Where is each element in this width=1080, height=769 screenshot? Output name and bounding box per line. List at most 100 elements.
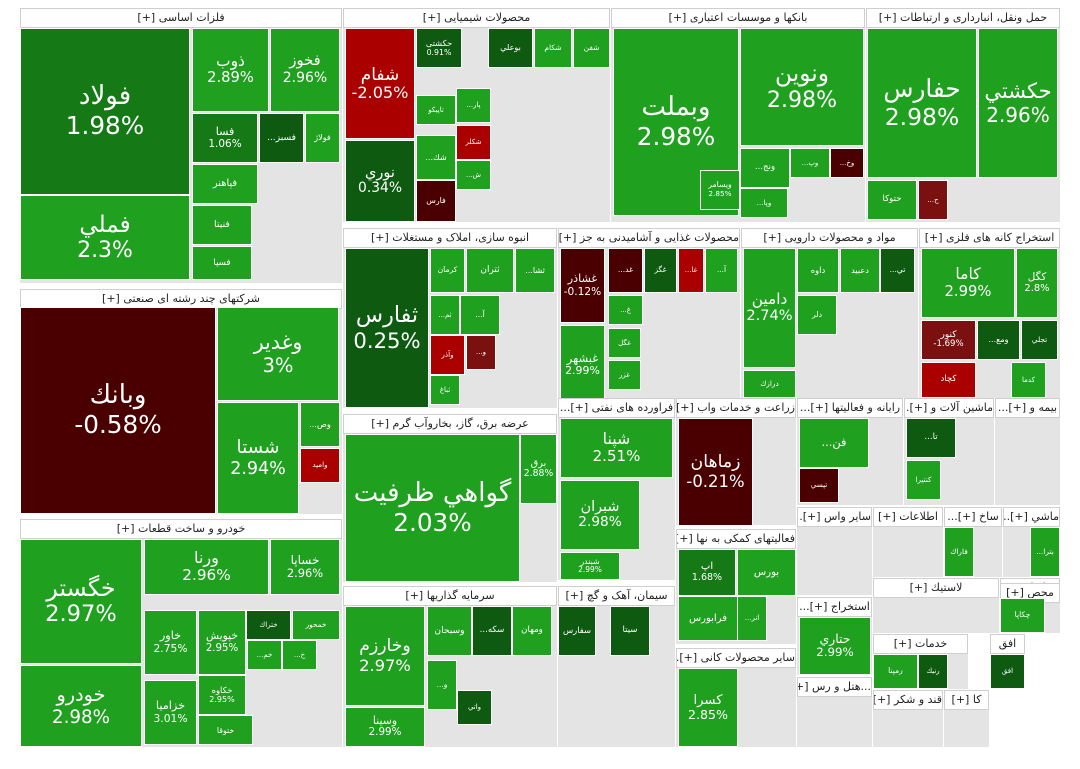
stock-cell[interactable]: غگز	[644, 248, 677, 293]
sector-title[interactable]: كا [+]	[944, 690, 989, 710]
stock-cell[interactable]: غا...	[678, 248, 704, 293]
sector-s23[interactable]: ساخ [+]... فاراك	[944, 507, 1002, 577]
stock-cell[interactable]: ذوب 2.89%	[192, 28, 269, 112]
stock-cell[interactable]: ثفارس 0.25%	[345, 248, 429, 408]
sector-title[interactable]: محصولات غذایی و آشامیدنی به جز [+]	[558, 228, 740, 248]
sector-s28[interactable]: محص [+] چكاپا	[1000, 583, 1060, 633]
sector-title[interactable]: افق	[990, 634, 1025, 654]
sector-title[interactable]: ماشین آلات و [+]...	[904, 398, 994, 418]
stock-cell[interactable]: فرابورس	[678, 596, 738, 641]
stock-cell[interactable]: درازك	[743, 370, 796, 398]
stock-cell[interactable]: غد...	[608, 248, 643, 293]
stock-cell[interactable]: خزامیا 3.01%	[144, 680, 197, 745]
sector-title[interactable]: ...هتل و رس [+]	[797, 677, 872, 697]
stock-cell[interactable]: فسپا	[192, 246, 252, 280]
stock-cell[interactable]: تجلي	[1021, 320, 1058, 360]
stock-cell[interactable]: نوري 0.34%	[345, 140, 415, 222]
sector-title[interactable]: سایر واس [+]...	[797, 507, 872, 527]
stock-cell[interactable]: اپ 1.68%	[678, 549, 736, 596]
sector-title[interactable]: سرمایه گذاریها [+]	[343, 586, 557, 606]
stock-cell[interactable]: زماهان -0.21%	[678, 418, 753, 526]
stock-cell[interactable]: خساپا 2.96%	[270, 539, 340, 595]
stock-cell[interactable]: ح...	[918, 180, 948, 220]
sector-title[interactable]: انبوه سازی، املاک و مستغلات [+]	[343, 228, 557, 248]
stock-cell[interactable]: تپسي	[799, 468, 839, 503]
stock-cell[interactable]: بترا...	[1030, 527, 1060, 577]
stock-cell[interactable]: فارس	[416, 180, 456, 222]
stock-cell[interactable]: فاراك	[944, 527, 974, 577]
sector-s22[interactable]: اطلاعات [+]	[873, 507, 943, 577]
stock-cell[interactable]: كگل 2.8%	[1016, 248, 1058, 318]
sector-s25[interactable]: استخراج [+]... حتاري 2.99%	[797, 597, 872, 675]
stock-cell[interactable]: فن...	[799, 418, 869, 468]
stock-cell[interactable]: خودرو 2.98%	[20, 665, 142, 747]
stock-cell[interactable]: دلر	[797, 295, 837, 335]
stock-cell[interactable]: دامين 2.74%	[743, 248, 796, 368]
stock-cell[interactable]: ونج...	[740, 148, 790, 188]
sector-title[interactable]: ماشي [+]...	[1003, 507, 1060, 527]
stock-cell[interactable]: وپ...	[790, 148, 830, 178]
sector-title[interactable]: سیمان، آهک و گچ [+]	[558, 586, 675, 606]
sector-s12[interactable]: زراعت و خدمات واب [+]... زماهان -0.21%	[676, 398, 796, 526]
stock-cell[interactable]: پار...	[456, 88, 491, 123]
sector-s9[interactable]: استخراج کانه های فلزی [+] كاما 2.99% كگل 2.8…	[919, 228, 1060, 398]
sector-title[interactable]: خودرو و ساخت قطعات [+]	[20, 519, 342, 539]
stock-cell[interactable]: وسينا 2.99%	[345, 707, 425, 747]
stock-cell[interactable]: ومهان	[512, 606, 552, 656]
stock-cell[interactable]: شبندر 2.99%	[560, 552, 620, 580]
sector-title[interactable]: قند و شكر [+]	[873, 690, 943, 710]
stock-cell[interactable]: ثشا...	[515, 248, 555, 293]
stock-cell[interactable]: كدما	[1011, 362, 1046, 398]
sector-title[interactable]: فعالیتهای کمکی به نها [+]...	[676, 529, 796, 549]
sector-title[interactable]: شرکتهای چند رشته ای صنعتی [+]	[20, 289, 342, 309]
sector-s13[interactable]: رایانه و فعالیتها [+]... فن... تپسي	[797, 398, 903, 505]
sector-s16[interactable]: خودرو و ساخت قطعات [+] خگستر 2.97% خودرو 2.9…	[20, 519, 342, 747]
sector-s17[interactable]: سرمایه گذاریها [+] وخارزم 2.97% وسبحان سكه..…	[343, 586, 557, 747]
sector-title[interactable]: فراورده های نفتی [+]...	[558, 398, 675, 418]
stock-cell[interactable]: فملي 2.3%	[20, 195, 190, 280]
stock-cell[interactable]: فنيتا	[192, 205, 252, 245]
stock-cell[interactable]: ش...	[456, 160, 491, 190]
sector-title[interactable]: ساخ [+]...	[944, 507, 1002, 527]
sector-title[interactable]: حمل ونقل، انبارداری و ارتباطات [+]	[866, 8, 1060, 28]
sector-title[interactable]: محصولات شیمیایی [+]	[343, 8, 610, 28]
stock-cell[interactable]: بوعلي	[488, 28, 533, 68]
stock-cell[interactable]: شفام -2.05%	[345, 28, 415, 139]
stock-cell[interactable]: داوه	[797, 248, 839, 293]
sector-s21[interactable]: سایر واس [+]...	[797, 507, 872, 595]
sector-s10[interactable]: عرضه برق، گاز، بخاروآب گرم [+] گواهي ظرفي…	[343, 414, 557, 582]
sector-s2[interactable]: محصولات شیمیایی [+] شفام -2.05% نوري 0.34% حک…	[343, 8, 610, 222]
stock-cell[interactable]: ومع...	[977, 320, 1020, 360]
stock-cell[interactable]: وسبحان	[427, 606, 472, 656]
sector-s6[interactable]: انبوه سازی، املاک و مستغلات [+] ثفارس 0.25…	[343, 228, 557, 408]
sector-s5[interactable]: شرکتهای چند رشته ای صنعتی [+] وبانك -0.58%…	[20, 289, 342, 514]
sector-title[interactable]: بیمه و [+]...	[995, 398, 1060, 418]
stock-cell[interactable]: رمپنا	[873, 654, 918, 689]
stock-cell[interactable]: كسرا 2.85%	[678, 668, 738, 747]
sector-s14[interactable]: ماشین آلات و [+]... تا... كنتيرا	[904, 398, 994, 505]
sector-s8[interactable]: مواد و محصولات دارویی [+] دامين 2.74% داوه د…	[741, 228, 918, 398]
sector-title[interactable]: سایر محصولات کانی [+]...	[676, 648, 796, 668]
sector-title[interactable]: استخراج [+]...	[797, 597, 872, 617]
stock-cell[interactable]: فخوز 2.96%	[270, 28, 340, 112]
stock-cell[interactable]: غ...	[608, 295, 643, 325]
sector-s24[interactable]: ماشي [+]... بترا...	[1003, 507, 1060, 577]
stock-cell[interactable]: ونوين 2.98%	[740, 28, 864, 146]
sector-s20[interactable]: سایر محصولات کانی [+]... كسرا 2.85%	[676, 648, 796, 747]
stock-cell[interactable]: بورس	[737, 549, 796, 596]
sector-title[interactable]: فلزات اساسی [+]	[20, 8, 342, 28]
stock-cell[interactable]: خم...	[247, 640, 282, 670]
stock-cell[interactable]: وخارزم 2.97%	[345, 606, 425, 706]
stock-cell[interactable]: خكاوه 2.95%	[198, 675, 246, 715]
stock-cell[interactable]: كاما 2.99%	[921, 248, 1015, 318]
sector-s11[interactable]: فراورده های نفتی [+]... شپنا 2.51% شبران 2.9…	[558, 398, 675, 580]
stock-cell[interactable]: حکشتی 0.91%	[416, 28, 462, 68]
sector-s31[interactable]: قند و شكر [+]	[873, 690, 943, 747]
sector-title[interactable]: لاستیك [+]	[873, 578, 999, 598]
stock-cell[interactable]: شستا 2.94%	[217, 402, 299, 514]
stock-cell[interactable]: وبملت 2.98%	[613, 28, 739, 216]
stock-cell[interactable]: شپنا 2.51%	[560, 418, 673, 478]
stock-cell[interactable]: حفارس 2.98%	[867, 28, 977, 178]
sector-title[interactable]: خدمات [+]	[873, 634, 968, 654]
sector-s1[interactable]: فلزات اساسی [+] فولاد 1.98% فملي 2.3% ذوب 2.89…	[20, 8, 342, 283]
